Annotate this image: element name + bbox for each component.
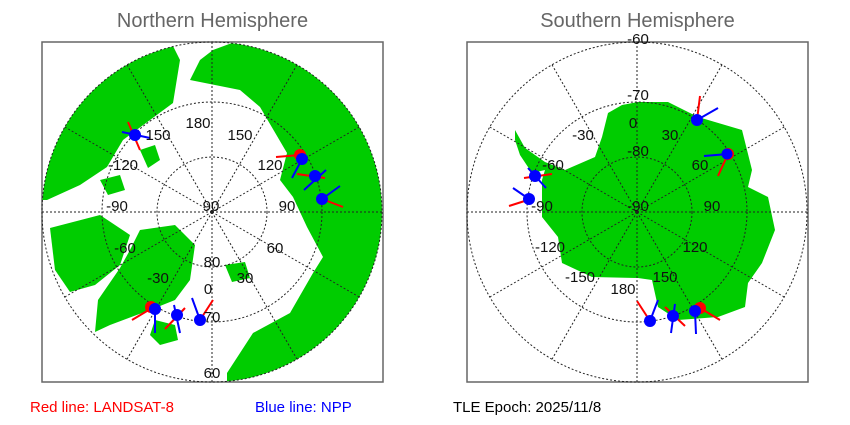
meridian-line bbox=[489, 211, 638, 298]
meridian-line bbox=[636, 211, 785, 298]
meridian-line bbox=[211, 211, 360, 298]
lon-label: 90 bbox=[279, 198, 296, 215]
meridian-line bbox=[126, 64, 213, 213]
lon-label: 90 bbox=[704, 198, 721, 215]
satellite-marker bbox=[275, 149, 308, 179]
south-map: -60 -70 0 -30 30 -80 -60 60 -90 -90 90 -… bbox=[466, 31, 809, 383]
south-title: Southern Hemisphere bbox=[540, 10, 735, 32]
latitude-circle bbox=[581, 156, 693, 268]
lat-label: -90 bbox=[627, 198, 649, 215]
lon-label: -30 bbox=[147, 270, 169, 287]
meridian-line bbox=[211, 211, 298, 360]
lon-label: 60 bbox=[692, 157, 709, 174]
satellite-marker bbox=[703, 148, 734, 177]
satellite-marker bbox=[664, 303, 686, 334]
meridian-line bbox=[551, 64, 638, 213]
lon-label: -120 bbox=[108, 157, 138, 174]
south-graticule bbox=[466, 41, 808, 383]
lon-label: 150 bbox=[227, 127, 252, 144]
satellite-marker bbox=[316, 185, 344, 208]
lon-label: 180 bbox=[185, 115, 210, 132]
lat-label: 80 bbox=[204, 254, 221, 271]
north-labels: 180 150 150 -120 120 -90 90 90 -60 60 80… bbox=[106, 115, 295, 382]
latitude-circle bbox=[156, 156, 268, 268]
meridian-line bbox=[489, 126, 638, 213]
lon-label: 0 bbox=[204, 281, 212, 298]
tle-epoch: TLE Epoch: 2025/11/8 bbox=[453, 399, 602, 416]
lat-label: -70 bbox=[627, 87, 649, 104]
meridian-line bbox=[636, 64, 723, 213]
satellite-marker bbox=[191, 297, 214, 326]
lat-label: 70 bbox=[204, 309, 221, 326]
south-labels: -60 -70 0 -30 30 -80 -60 60 -90 -90 90 -… bbox=[531, 31, 720, 298]
south-track-markers bbox=[508, 95, 734, 335]
satellite-marker bbox=[131, 301, 161, 333]
meridian-line bbox=[64, 211, 213, 298]
lon-label: 150 bbox=[145, 127, 170, 144]
lon-label: 30 bbox=[237, 270, 254, 287]
satellite-marker bbox=[508, 187, 535, 207]
lat-label: 90 bbox=[203, 198, 220, 215]
north-land bbox=[42, 42, 382, 382]
lat-label: -80 bbox=[627, 143, 649, 160]
north-track-markers bbox=[121, 121, 344, 334]
satellite-marker bbox=[121, 121, 151, 151]
lon-label: 60 bbox=[267, 240, 284, 257]
lon-label: 120 bbox=[682, 239, 707, 256]
lat-label: 60 bbox=[204, 365, 221, 382]
lon-label: 180 bbox=[610, 281, 635, 298]
meridian-line bbox=[636, 211, 723, 360]
lon-label: -30 bbox=[572, 127, 594, 144]
meridian-line bbox=[551, 211, 638, 360]
legend-red: Red line: LANDSAT-8 bbox=[30, 399, 174, 416]
lon-label: -90 bbox=[531, 198, 553, 215]
satellite-marker bbox=[689, 302, 721, 335]
north-title: Northern Hemisphere bbox=[116, 10, 309, 32]
satellite-marker bbox=[523, 167, 553, 189]
lon-label: 150 bbox=[652, 269, 677, 286]
satellite-marker bbox=[636, 299, 659, 327]
lon-label: -90 bbox=[106, 198, 128, 215]
satellite-marker bbox=[691, 95, 719, 126]
lon-label: 0 bbox=[629, 115, 637, 132]
meridian-line bbox=[211, 64, 298, 213]
legend-blue: Blue line: NPP bbox=[255, 399, 352, 416]
north-map: 180 150 150 -120 120 -90 90 90 -60 60 80… bbox=[41, 41, 384, 383]
lon-label: 120 bbox=[257, 157, 282, 174]
satellite-marker bbox=[296, 169, 327, 191]
north-graticule bbox=[41, 41, 383, 383]
meridian-line bbox=[126, 211, 213, 360]
lon-label: -150 bbox=[565, 269, 595, 286]
lon-label: -60 bbox=[542, 157, 564, 174]
meridian-line bbox=[64, 126, 213, 213]
lat-label: -60 bbox=[627, 31, 649, 48]
meridian-line bbox=[211, 126, 360, 213]
lon-label: -120 bbox=[535, 239, 565, 256]
meridian-line bbox=[636, 126, 785, 213]
lon-label: -60 bbox=[114, 240, 136, 257]
lon-label: 30 bbox=[662, 127, 679, 144]
satellite-marker bbox=[164, 304, 186, 334]
